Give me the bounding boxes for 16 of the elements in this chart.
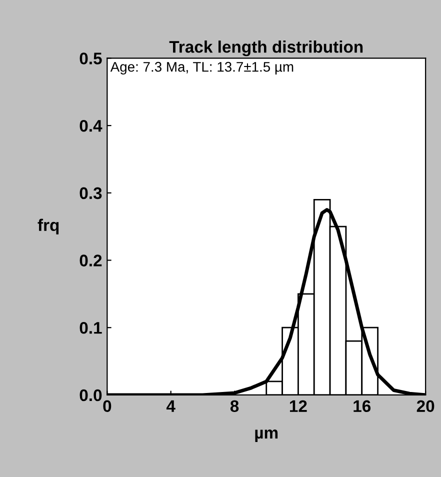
- y-tick-label: 0.4: [80, 120, 102, 132]
- annotation: Age: 7.3 Ma, TL: 13.7±1.5 µm: [110, 62, 294, 75]
- y-tick-label: 0.2: [80, 254, 102, 266]
- chart-title: Track length distribution: [169, 40, 363, 56]
- y-tick-label: 0.5: [80, 52, 102, 64]
- x-tick-label: 20: [416, 400, 434, 412]
- y-tick-label: 0.1: [80, 322, 102, 334]
- x-tick-label: 4: [166, 400, 176, 412]
- y-tick-label: 0.3: [80, 187, 102, 200]
- x-tick-label: 12: [290, 400, 307, 412]
- x-tick-label: 16: [354, 400, 371, 412]
- x-axis-title: µm: [255, 430, 278, 442]
- x-tick-label: 0: [103, 400, 112, 412]
- y-axis-title: frq: [38, 218, 59, 234]
- y-tick-label: 0.0: [80, 389, 102, 402]
- x-tick-label: 8: [230, 400, 239, 412]
